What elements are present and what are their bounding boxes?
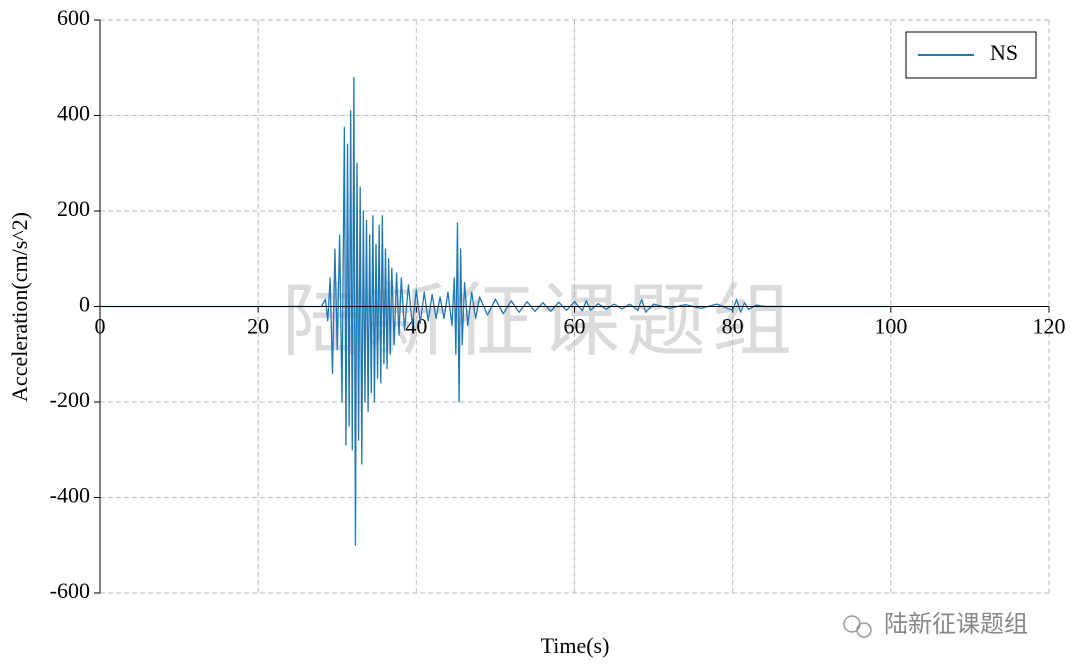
x-tick-label: 80 [722,314,744,339]
y-tick-label: -600 [50,578,90,603]
x-axis-label: Time(s) [541,633,610,658]
y-axis-label: Acceleration(cm/s^2) [7,212,32,402]
y-tick-label: 200 [57,196,90,221]
y-tick-label: 0 [79,292,90,317]
x-tick-label: 60 [564,314,586,339]
legend: NS [905,31,1037,79]
x-tick-label: 100 [874,314,907,339]
series-line [100,76,891,546]
y-tick-label: -400 [50,483,90,508]
y-tick-label: 600 [57,5,90,30]
x-tick-label: 20 [247,314,269,339]
source: 陆新征课题组 [843,610,1028,638]
x-tick-label: 40 [405,314,427,339]
source-text: 陆新征课题组 [884,610,1028,638]
legend-label: NS [990,40,1018,65]
y-tick-label: 400 [57,101,90,126]
y-tick-label: -200 [50,387,90,412]
wechat-icon [856,622,872,638]
x-tick-label: 120 [1033,314,1066,339]
